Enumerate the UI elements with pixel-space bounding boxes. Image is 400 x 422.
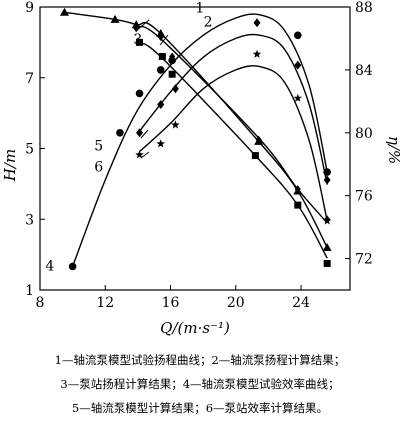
curve-label-leader-2 bbox=[159, 34, 169, 46]
point-series-6 bbox=[135, 150, 144, 159]
point-series-4 bbox=[156, 66, 165, 74]
point-series-4 bbox=[68, 262, 77, 271]
point-series-3 bbox=[158, 53, 166, 61]
point-series-3 bbox=[136, 38, 144, 46]
y-axis-left-label: H/m bbox=[1, 149, 19, 182]
point-series-5 bbox=[157, 99, 165, 109]
x-tick-label: 20 bbox=[227, 295, 245, 311]
caption-line-3: 5—轴流泵模型计算结果；6—泵站效率计算结果。 bbox=[71, 401, 329, 415]
point-series-2 bbox=[294, 185, 301, 194]
y-axis-right-label: η/% bbox=[385, 136, 400, 164]
point-series-5 bbox=[323, 175, 331, 185]
point-series-2 bbox=[133, 24, 140, 33]
y-right-tick-label: 72 bbox=[355, 252, 373, 268]
series-markers bbox=[59, 7, 332, 271]
caption-line-1: 1—轴流泵模型试验扬程曲线；2—轴流泵扬程计算结果； bbox=[54, 353, 346, 367]
x-tick-label: 24 bbox=[292, 295, 310, 311]
y-left-tick-label: 7 bbox=[25, 71, 34, 87]
curve-labels: 12 3 4 5 6 bbox=[45, 0, 212, 274]
series-curves bbox=[64, 11, 328, 267]
y-left-tick-label: 1 bbox=[25, 283, 34, 299]
y-right-tick-label: 84 bbox=[355, 63, 373, 79]
x-tick-label: 8 bbox=[36, 295, 45, 311]
curve-label-leader-1 bbox=[136, 19, 150, 31]
point-series-1 bbox=[110, 14, 120, 23]
curve-1 bbox=[64, 11, 328, 248]
point-series-1 bbox=[131, 20, 141, 29]
point-series-5 bbox=[136, 128, 144, 138]
point-series-4 bbox=[323, 168, 331, 176]
point-series-6 bbox=[322, 216, 332, 225]
point-series-4 bbox=[168, 56, 176, 65]
y-left-tick-label: 9 bbox=[25, 0, 34, 16]
y-left-tick-label: 5 bbox=[25, 142, 34, 158]
point-series-3 bbox=[323, 259, 331, 267]
curve-6 bbox=[139, 65, 328, 221]
point-series-6 bbox=[171, 120, 180, 129]
y-right-tick-label: 88 bbox=[355, 0, 373, 16]
point-series-5 bbox=[171, 84, 179, 94]
point-series-4 bbox=[135, 89, 144, 98]
y-right-tick-label: 80 bbox=[355, 126, 373, 142]
curve-label-3: 3 bbox=[133, 32, 142, 48]
curve-label-4: 4 bbox=[45, 259, 54, 275]
point-series-3 bbox=[294, 201, 302, 209]
curve-label-1: 1 bbox=[195, 0, 204, 16]
point-series-4 bbox=[116, 128, 124, 137]
curve-label-2: 2 bbox=[204, 14, 213, 30]
point-series-3 bbox=[168, 70, 176, 78]
curve-label-6: 6 bbox=[94, 159, 103, 175]
point-series-6 bbox=[156, 139, 165, 148]
plot-frame bbox=[39, 6, 351, 291]
curve-4 bbox=[71, 13, 328, 267]
curve-2 bbox=[135, 25, 328, 224]
point-series-3 bbox=[251, 152, 259, 160]
x-axis-label: Q/(m·s⁻¹) bbox=[160, 319, 230, 337]
x-tick-label: 16 bbox=[162, 295, 180, 311]
point-series-1 bbox=[59, 7, 69, 16]
point-series-5 bbox=[253, 18, 261, 28]
point-series-6 bbox=[293, 93, 303, 102]
point-series-2 bbox=[157, 33, 164, 42]
curve-label-leader-6 bbox=[140, 151, 150, 159]
point-series-4 bbox=[293, 31, 302, 40]
point-series-6 bbox=[252, 49, 262, 58]
caption-line-2: 3—泵站扬程计算结果；4—轴流泵模型试验效率曲线； bbox=[60, 377, 340, 391]
y-left-tick-label: 3 bbox=[25, 212, 34, 228]
point-series-1 bbox=[322, 243, 332, 252]
curve-label-leader-5 bbox=[140, 129, 149, 139]
point-series-2 bbox=[255, 135, 262, 144]
point-series-5 bbox=[294, 60, 302, 70]
x-tick-label: 12 bbox=[96, 295, 114, 311]
point-series-1 bbox=[156, 29, 166, 38]
curve-label-5: 5 bbox=[94, 138, 103, 154]
y-right-tick-label: 76 bbox=[355, 189, 373, 205]
